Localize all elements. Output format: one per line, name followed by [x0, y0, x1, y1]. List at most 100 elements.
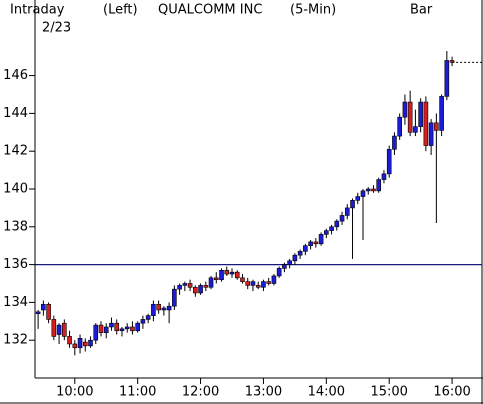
candle-body: [219, 269, 224, 281]
candle-body: [376, 179, 382, 192]
candle-body: [213, 277, 219, 281]
candle-body: [261, 281, 266, 288]
x-tick-label: 15:00: [370, 385, 407, 400]
candle-body: [135, 322, 140, 332]
candle-body: [172, 288, 177, 307]
candle-body: [292, 254, 298, 262]
candle-body: [297, 251, 303, 256]
candle-body: [114, 322, 120, 332]
candle-body: [62, 322, 67, 337]
y-tick-label: 140: [3, 182, 28, 197]
candle-body: [266, 281, 271, 284]
candle-body: [381, 173, 387, 180]
candle-body: [182, 283, 188, 286]
candle-body: [119, 328, 125, 332]
candle-body: [41, 303, 46, 311]
candle-body: [407, 101, 413, 133]
candle-body: [386, 149, 392, 175]
candle-body: [193, 286, 198, 294]
header-symbol: QUALCOMM INC: [158, 3, 262, 18]
candle-body: [82, 341, 88, 347]
candle-body: [35, 311, 41, 315]
candle-body: [423, 101, 429, 146]
x-tick-label: 14:00: [308, 385, 345, 400]
header-axis-side: (Left): [103, 3, 138, 18]
candle-body: [208, 277, 214, 288]
candle-body: [177, 285, 182, 290]
candle-body: [109, 322, 114, 328]
x-tick-label: 10:00: [56, 385, 93, 400]
candle-body: [271, 275, 277, 284]
header-date: 2/23: [42, 21, 71, 36]
candle-body: [313, 241, 319, 245]
candle-body: [350, 200, 355, 209]
candle-body: [203, 285, 209, 288]
candle-body: [224, 269, 230, 275]
candle-body: [339, 215, 345, 222]
candle-body: [98, 324, 104, 333]
candle-body: [418, 101, 423, 127]
candle-body: [93, 324, 99, 341]
candle-body: [276, 268, 282, 277]
candle-body: [444, 60, 450, 97]
candle-body: [371, 188, 376, 192]
x-tick-label: 13:00: [245, 385, 282, 400]
x-tick-label: 11:00: [119, 385, 156, 400]
candle-body: [72, 343, 78, 349]
candle-body: [360, 190, 366, 197]
y-tick-label: 136: [3, 257, 28, 272]
candle-body: [198, 285, 203, 294]
candle-body: [434, 122, 439, 131]
candle-body: [282, 264, 287, 269]
x-tick-label: 12:00: [182, 385, 219, 400]
candle-body: [402, 101, 408, 118]
candle-body: [303, 245, 308, 252]
candle-body: [166, 305, 172, 311]
candle-body: [151, 303, 156, 316]
y-tick-label: 138: [3, 219, 28, 234]
candle-body: [229, 271, 235, 275]
candle-body: [365, 188, 371, 192]
y-tick-label: 144: [3, 106, 28, 121]
candle-body: [324, 230, 329, 235]
candle-body: [308, 241, 313, 246]
candle-body: [240, 277, 245, 282]
header-style: Bar: [410, 3, 433, 18]
candle-body: [413, 126, 418, 133]
y-tick-label: 132: [3, 333, 28, 348]
header-left-title: Intraday: [10, 3, 65, 18]
candle-body: [250, 281, 256, 286]
candle-body: [77, 338, 83, 349]
y-tick-label: 134: [3, 295, 28, 310]
candle-body: [245, 281, 251, 286]
candle-body: [67, 336, 72, 345]
candle-body: [287, 260, 292, 265]
candle-body: [234, 271, 240, 279]
candle-body: [46, 303, 51, 320]
y-tick-label: 142: [3, 144, 28, 159]
candle-body: [318, 234, 324, 245]
candle-body: [88, 339, 93, 347]
candle-body: [334, 220, 340, 228]
candle-body: [439, 96, 444, 131]
x-tick-label: 16:00: [433, 385, 470, 400]
candle-body: [161, 307, 167, 311]
candle-body: [145, 315, 151, 320]
candle-body: [397, 116, 402, 137]
candle-body: [51, 319, 57, 337]
candle-body: [329, 226, 334, 231]
candle-body: [130, 326, 135, 332]
candle-body: [355, 196, 361, 201]
y-tick-label: 146: [3, 68, 28, 83]
candle-body: [187, 283, 193, 288]
header-interval: (5-Min): [290, 3, 336, 18]
candle-body: [124, 326, 130, 330]
candle-body: [255, 285, 261, 288]
candle-body: [140, 319, 146, 324]
candle-body: [156, 303, 161, 311]
candle-body: [56, 324, 62, 335]
candle-body: [103, 326, 109, 333]
candle-body: [392, 135, 397, 150]
